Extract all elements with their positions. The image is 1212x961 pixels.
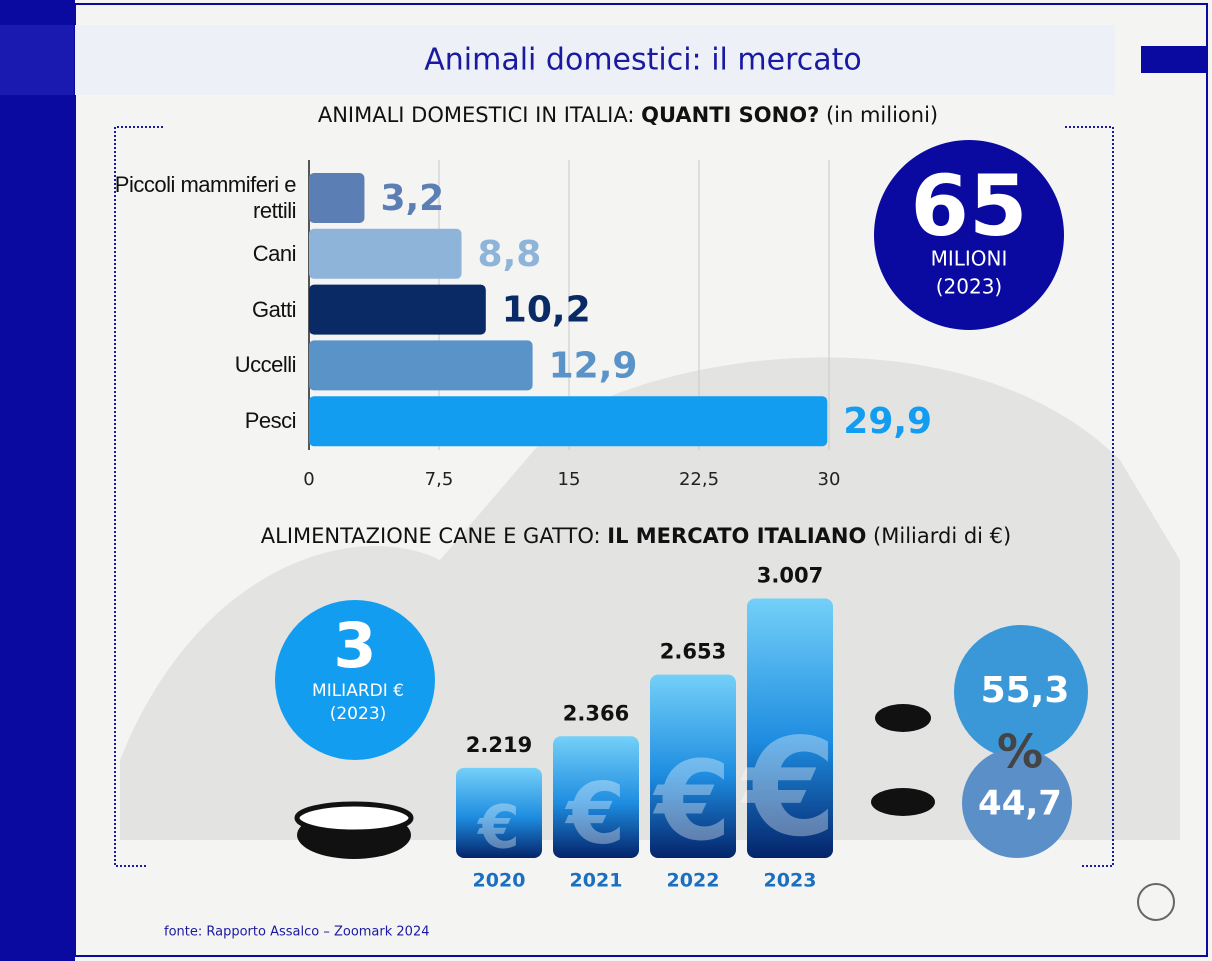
value-label: 2.366 [563,701,629,725]
euro-symbol: € [476,793,520,863]
badge-circle [275,600,435,760]
badge-number: 65 [911,157,1028,255]
x-tick-label: 15 [558,469,581,490]
chart2-title: ALIMENTAZIONE CANE E GATTO: IL MERCATO I… [261,524,1011,548]
category-label: Gatti [252,296,296,322]
x-tick-label: 2021 [570,870,623,892]
tab [1141,46,1207,73]
value-label: 8,8 [478,234,542,275]
title-unit: (Miliardi di €) [873,524,1011,548]
title: ALIMENTAZIONE CANE E GATTO: [261,524,601,548]
bowl-rim [294,801,414,835]
bar [747,598,833,858]
euro-symbol: € [740,709,837,866]
title: ANIMALI DOMESTICI IN ITALIA: [318,103,635,127]
cat-circle [954,625,1088,759]
page-title: Animali domestici: il mercato [424,43,862,78]
title-unit: (in milioni) [826,103,938,127]
side-strip [0,0,75,961]
badge-unit: MILIARDI € [312,681,404,701]
badge-unit: MILIONI [931,247,1008,271]
dog-icon [871,788,935,816]
title-bold: IL MERCATO ITALIANO [607,524,866,548]
badge-year: (2023) [936,275,1003,299]
x-tick-label: 2022 [667,870,720,892]
euro-symbol: € [564,765,625,864]
cat-icon [875,704,931,732]
bar [309,284,486,335]
bar [456,767,542,858]
dog-circle [962,748,1072,858]
dog-share: 44,7 [978,784,1062,824]
dotted-frame [114,126,1114,867]
x-tick-label: 2020 [473,870,526,892]
bar [309,340,533,391]
title-bold: QUANTI SONO? [641,103,819,127]
cat-share: 55,3 [981,670,1070,711]
header-band [75,25,1115,95]
source: fonte: Rapporto Assalco – Zoomark 2024 [164,925,430,940]
euro-symbol: € [652,737,732,865]
category-label: Cani [252,240,297,266]
bar [309,228,462,279]
category-label: Uccelli [234,352,297,378]
value-label: 3,2 [380,178,444,219]
bar [309,396,828,447]
category-label: Piccoli mammiferi e rettili [114,172,297,223]
frame [74,3,1208,957]
badge-number: 3 [333,609,376,682]
value-label: 12,9 [549,345,638,386]
x-tick-label: 7,5 [425,469,454,490]
badge-circle [874,140,1064,330]
value-label: 10,2 [502,290,591,331]
chart1-title: ANIMALI DOMESTICI IN ITALIA: QUANTI SONO… [318,103,938,127]
percent-sign: % [997,725,1043,779]
value-label: 2.219 [466,733,532,757]
x-tick-label: 2023 [764,870,817,892]
bar [309,173,365,223]
value-label: 3.007 [757,563,823,587]
bar [650,674,736,858]
category-label: Pesci [244,408,297,434]
x-tick-label: 22,5 [679,469,719,490]
side-accent [0,25,75,95]
x-tick-label: 30 [818,469,841,490]
bar [553,736,639,858]
x-tick-label: 0 [303,469,314,490]
value-label: 2.653 [660,640,726,664]
value-label: 29,9 [843,401,932,442]
badge-year: (2023) [330,704,387,724]
logo [1137,883,1175,921]
